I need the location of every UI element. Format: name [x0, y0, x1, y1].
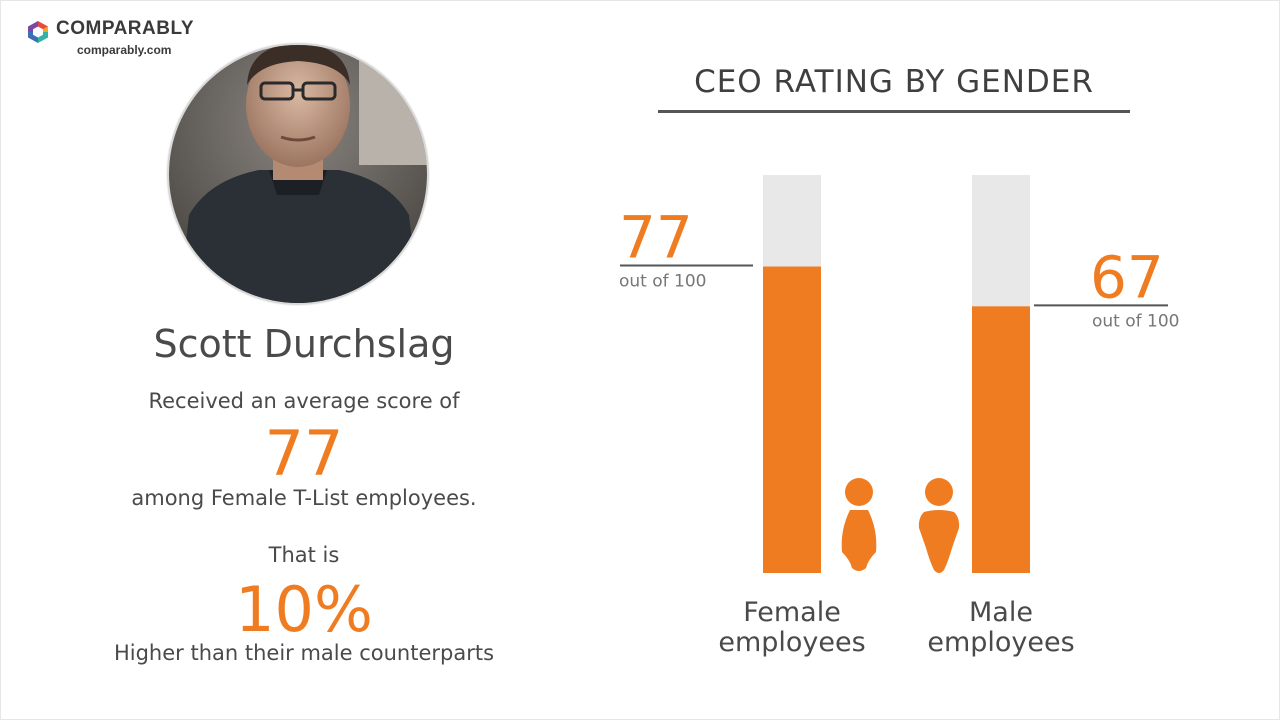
average-score-value: 77 [264, 417, 344, 490]
difference-value: 10% [235, 573, 373, 646]
chart-title-underline [658, 110, 1130, 113]
comparably-logo[interactable]: COMPARABLY comparably.com [26, 18, 226, 62]
female-person-icon [841, 478, 877, 571]
logo-mark-segment [43, 26, 48, 32]
ceo-avatar [167, 43, 429, 305]
value-sublabel: out of 100 [1092, 311, 1179, 331]
category-label: Male employees [927, 597, 1074, 658]
comparably-mark-icon [28, 21, 48, 43]
value-label: 67 [1090, 243, 1164, 311]
brand-name: COMPARABLY [56, 18, 195, 39]
that-is-text: That is [268, 543, 340, 567]
logo-mark-segment [28, 32, 38, 43]
ceo-name: Scott Durchslag [153, 322, 455, 366]
male-person-icon [918, 478, 960, 573]
bar [972, 306, 1030, 573]
logo-mark-segment [38, 32, 48, 43]
bar [763, 266, 821, 573]
value-label: 77 [619, 204, 693, 272]
comparison-text: Higher than their male counterparts [113, 641, 495, 665]
chart-title: CEO RATING BY GENDER [694, 64, 1094, 100]
score-intro-text: Received an average score of [148, 389, 460, 413]
brand-url: comparably.com [77, 43, 172, 57]
category-label: Female employees [718, 597, 865, 658]
audience-text: among Female T-List employees. [131, 486, 477, 510]
logo-mark-segment [38, 21, 48, 30]
value-sublabel: out of 100 [619, 272, 706, 292]
logo-mark-segment [28, 21, 38, 32]
